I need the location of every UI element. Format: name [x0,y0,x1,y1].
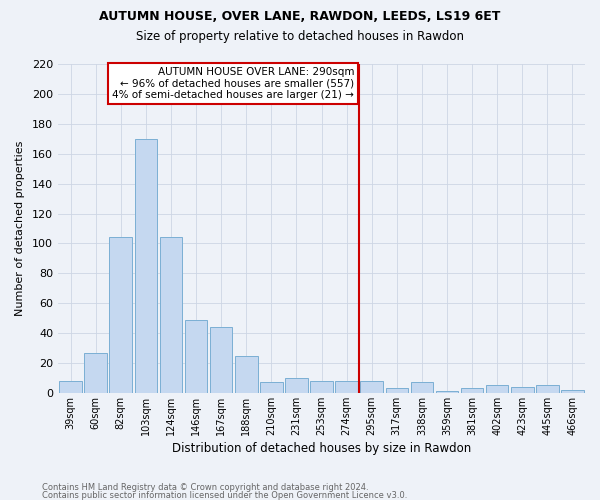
Y-axis label: Number of detached properties: Number of detached properties [15,141,25,316]
Bar [361,381,383,393]
Bar [235,356,257,393]
Bar [511,387,533,393]
Bar [461,388,484,393]
X-axis label: Distribution of detached houses by size in Rawdon: Distribution of detached houses by size … [172,442,471,455]
Bar [386,388,408,393]
Bar [335,381,358,393]
Bar [285,378,308,393]
Text: AUTUMN HOUSE OVER LANE: 290sqm
← 96% of detached houses are smaller (557)
4% of : AUTUMN HOUSE OVER LANE: 290sqm ← 96% of … [112,67,354,100]
Text: Size of property relative to detached houses in Rawdon: Size of property relative to detached ho… [136,30,464,43]
Bar [210,327,232,393]
Bar [160,238,182,393]
Bar [561,390,584,393]
Bar [410,382,433,393]
Bar [59,381,82,393]
Bar [109,238,132,393]
Text: Contains HM Land Registry data © Crown copyright and database right 2024.: Contains HM Land Registry data © Crown c… [42,484,368,492]
Bar [260,382,283,393]
Bar [134,139,157,393]
Text: AUTUMN HOUSE, OVER LANE, RAWDON, LEEDS, LS19 6ET: AUTUMN HOUSE, OVER LANE, RAWDON, LEEDS, … [100,10,500,23]
Bar [486,386,508,393]
Text: Contains public sector information licensed under the Open Government Licence v3: Contains public sector information licen… [42,491,407,500]
Bar [436,392,458,393]
Bar [85,352,107,393]
Bar [536,386,559,393]
Bar [185,320,208,393]
Bar [310,381,333,393]
